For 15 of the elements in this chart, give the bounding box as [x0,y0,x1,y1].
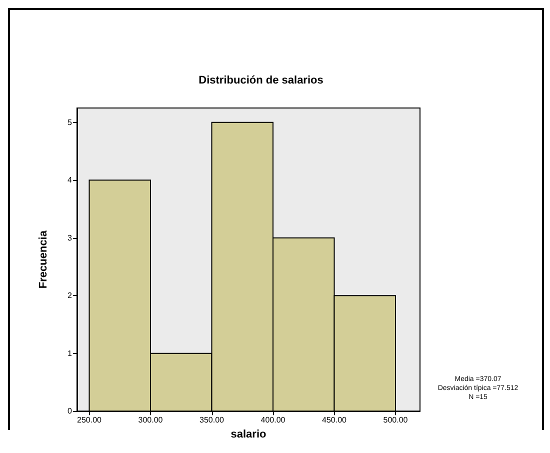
x-axis-title: salario [230,428,267,440]
x-tick-label: 450.00 [322,416,348,425]
x-tick-label: 250.00 [77,416,102,425]
x-tick-label: 350.00 [200,416,225,425]
x-tick-label: 300.00 [138,416,164,425]
y-tick-label: 1 [68,348,73,358]
x-tick-label: 500.00 [383,416,408,425]
y-tick-label: 5 [68,118,73,127]
y-tick-label: 2 [68,291,73,300]
y-tick-label: 3 [68,233,73,242]
chart-title: Distribución de salarios [198,74,324,86]
y-tick-label: 0 [68,406,73,416]
y-tick-label: 4 [68,176,73,185]
x-tick-label: 400.00 [260,416,286,425]
y-axis-title: Frecuencia [38,230,50,289]
